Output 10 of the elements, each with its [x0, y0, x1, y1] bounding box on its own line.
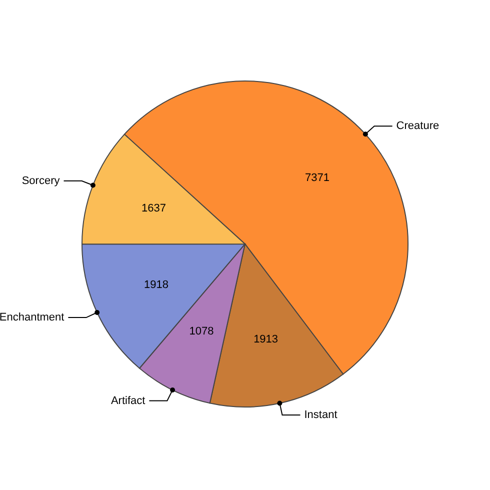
- data-label: 1913: [254, 334, 278, 346]
- data-label: 7371: [305, 172, 330, 184]
- data-label: 1078: [189, 326, 214, 338]
- slice-label: Instant: [304, 408, 338, 421]
- data-label: 1918: [144, 279, 168, 292]
- slice-label: Creature: [396, 120, 440, 132]
- slice-label: Artifact: [110, 394, 146, 407]
- slice-label: Sorcery: [22, 174, 60, 187]
- data-label: 1637: [142, 202, 166, 215]
- slice-label: Enchantment: [0, 312, 64, 324]
